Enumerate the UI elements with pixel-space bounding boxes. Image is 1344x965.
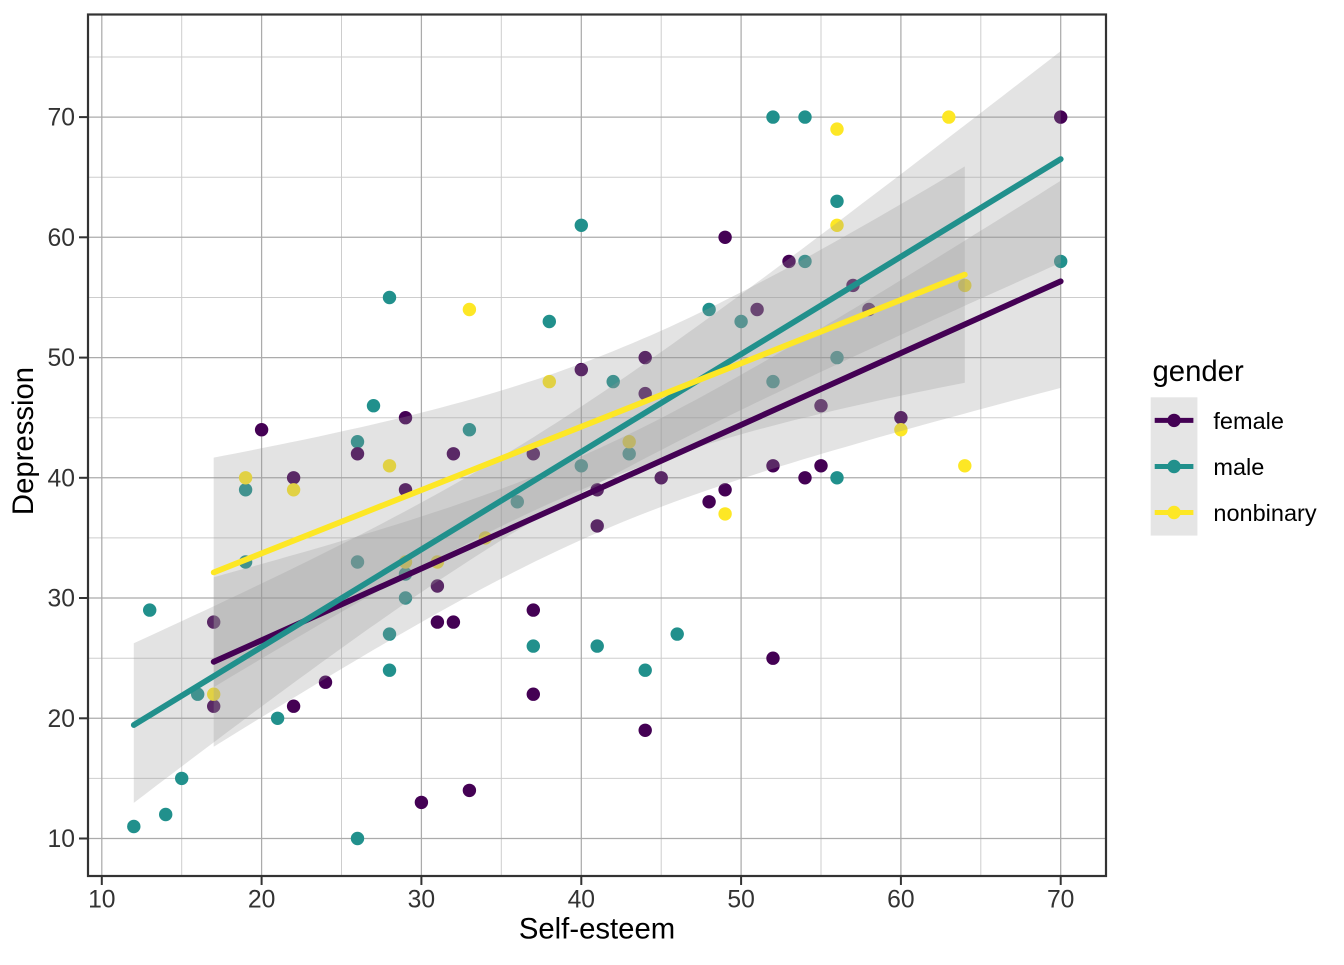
svg-text:60: 60 xyxy=(887,887,914,914)
svg-text:60: 60 xyxy=(48,225,75,252)
svg-text:10: 10 xyxy=(88,887,115,914)
svg-text:male: male xyxy=(1213,454,1264,480)
svg-text:Depression: Depression xyxy=(7,367,40,515)
svg-text:70: 70 xyxy=(48,105,75,132)
svg-text:50: 50 xyxy=(48,345,75,372)
svg-text:40: 40 xyxy=(48,465,75,492)
svg-text:50: 50 xyxy=(727,887,754,914)
svg-text:70: 70 xyxy=(1047,887,1074,914)
svg-text:gender: gender xyxy=(1153,355,1244,388)
svg-text:30: 30 xyxy=(48,586,75,613)
svg-text:40: 40 xyxy=(568,887,595,914)
svg-text:20: 20 xyxy=(248,887,275,914)
svg-text:female: female xyxy=(1213,408,1284,434)
svg-text:10: 10 xyxy=(48,826,75,853)
svg-text:20: 20 xyxy=(48,706,75,733)
svg-text:nonbinary: nonbinary xyxy=(1213,500,1316,526)
svg-text:Self-esteem: Self-esteem xyxy=(519,912,675,945)
svg-text:30: 30 xyxy=(408,887,435,914)
